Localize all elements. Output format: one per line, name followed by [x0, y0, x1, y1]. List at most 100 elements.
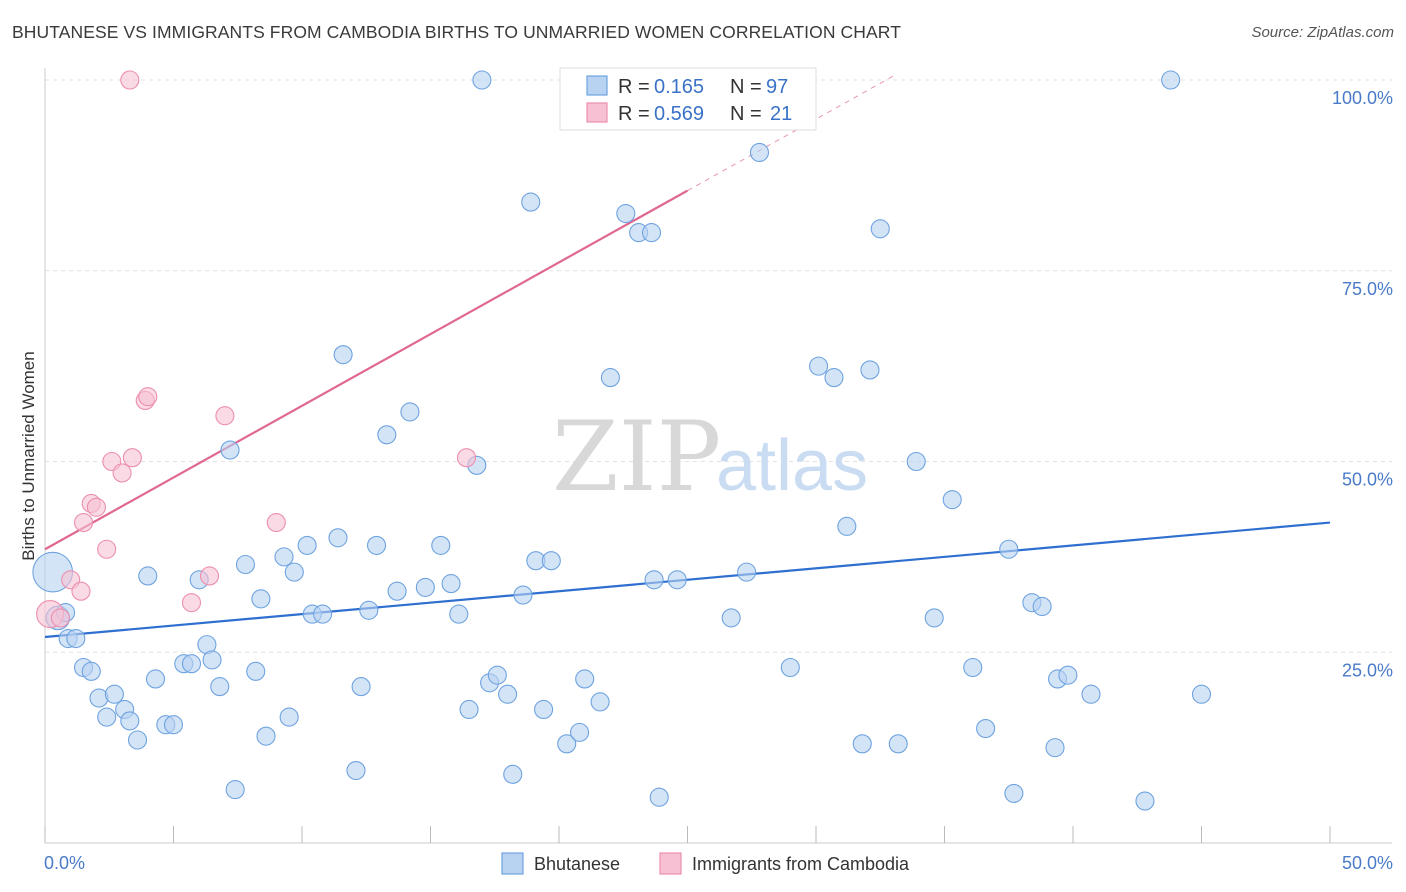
point-bhutanese [225, 780, 245, 800]
legend-swatch-bhutanese [586, 75, 608, 96]
point-bhutanese [120, 711, 140, 731]
y-tick-label: 100.0% [1332, 88, 1393, 108]
point-bhutanese [472, 70, 492, 90]
chart-source: Source: ZipAtlas.com [1251, 24, 1394, 41]
point-bhutanese [284, 562, 304, 582]
watermark: ZIP atlas [552, 401, 868, 513]
y-tick-labels: 25.0% 50.0% 75.0% 100.0% [1332, 88, 1393, 680]
point-bhutanese [837, 516, 857, 536]
point-bhutanese [870, 219, 890, 239]
point-bhutanese [1032, 596, 1052, 617]
point-bhutanese [1004, 783, 1024, 803]
point-bhutanese [809, 356, 829, 376]
point-bhutanese [924, 608, 944, 628]
point-bhutanese [575, 669, 595, 689]
point-bhutanese [780, 657, 800, 678]
point-bhutanese [97, 707, 117, 727]
x-tick-labels: 0.0% 50.0% [44, 853, 1393, 873]
point-bhutanese [860, 360, 880, 380]
trend-line-bhutanese [44, 521, 1331, 639]
point-bhutanese [888, 734, 908, 754]
point-bhutanese [590, 692, 610, 712]
point-bhutanese [521, 192, 541, 212]
point-bhutanese [721, 608, 741, 628]
point-bhutanese [498, 684, 518, 704]
point-bhutanese [256, 726, 276, 746]
point-bhutanese [81, 661, 101, 681]
point-bhutanese [976, 718, 996, 739]
point-bhutanese [415, 577, 435, 597]
point-bhutanese [616, 203, 636, 224]
point-bhutanese [513, 585, 533, 605]
point-bhutanese [400, 402, 420, 422]
point-cambodia [112, 463, 132, 483]
y-tick-label: 75.0% [1342, 279, 1393, 299]
point-bhutanese [145, 669, 166, 689]
point-bhutanese [1058, 665, 1078, 685]
x-tick-label: 50.0% [1342, 853, 1393, 873]
point-bhutanese [737, 562, 757, 582]
point-cambodia [266, 512, 286, 533]
point-cambodia [122, 448, 142, 468]
legend-swatch-cambodia [586, 102, 608, 123]
point-bhutanese [66, 628, 86, 649]
point-bhutanese [441, 574, 461, 594]
legend-r-value-2: 0.569 [654, 103, 704, 125]
legend-r-value-1: 0.165 [654, 76, 704, 98]
point-bhutanese [138, 566, 158, 586]
point-cambodia [456, 448, 477, 468]
point-bhutanese [749, 142, 770, 163]
point-bhutanese [127, 730, 148, 750]
point-cambodia [199, 566, 220, 586]
point-bhutanese [503, 764, 523, 784]
point-bhutanese [459, 699, 479, 720]
point-cambodia [97, 539, 117, 559]
legend-n-label-1: N = [730, 76, 762, 98]
axes [44, 68, 1392, 844]
legend-n-value-1: 97 [766, 76, 788, 98]
point-bhutanese [328, 528, 348, 548]
point-bhutanese [377, 425, 397, 445]
point-bhutanese [667, 570, 687, 590]
watermark-atlas: atlas [716, 426, 868, 506]
point-bhutanese [1045, 738, 1065, 758]
point-bhutanese [487, 665, 507, 685]
point-bhutanese [210, 677, 230, 697]
point-bhutanese [251, 589, 271, 609]
point-bhutanese [279, 707, 299, 727]
point-cambodia [181, 593, 202, 613]
point-bhutanese [963, 657, 983, 678]
point-bhutanese [852, 734, 872, 754]
point-bhutanese [220, 440, 240, 460]
point-bhutanese [359, 600, 379, 620]
point-bhutanese [1191, 684, 1212, 704]
point-bhutanese [366, 535, 387, 555]
point-bhutanese [557, 734, 577, 754]
point-bhutanese [906, 451, 926, 472]
point-cambodia [120, 70, 140, 90]
point-bhutanese [202, 650, 222, 670]
point-bhutanese [570, 722, 590, 742]
point-bhutanese [641, 223, 662, 243]
point-bhutanese [999, 539, 1019, 559]
point-bhutanese [163, 715, 184, 735]
point-cambodia [86, 497, 106, 517]
legend-n-label-2: N = [730, 103, 762, 125]
point-bhutanese [387, 581, 407, 601]
point-bhutanese [313, 604, 333, 624]
point-cambodia [215, 406, 235, 426]
point-bhutanese [1161, 70, 1181, 90]
bottom-legend-swatch-bhutanese [501, 852, 524, 875]
point-cambodia [74, 512, 94, 533]
point-bhutanese [449, 604, 469, 624]
point-cambodia [138, 387, 158, 407]
trend-lines [44, 75, 1331, 639]
bottom-legend-label-bhutanese: Bhutanese [534, 854, 620, 874]
y-tick-label: 50.0% [1342, 470, 1393, 490]
point-bhutanese [333, 345, 353, 365]
point-bhutanese [351, 677, 371, 697]
bottom-legend-label-cambodia: Immigrants from Cambodia [692, 854, 910, 874]
point-bhutanese [246, 661, 266, 681]
bottom-legend-swatch-cambodia [659, 852, 682, 875]
point-bhutanese [824, 368, 844, 388]
